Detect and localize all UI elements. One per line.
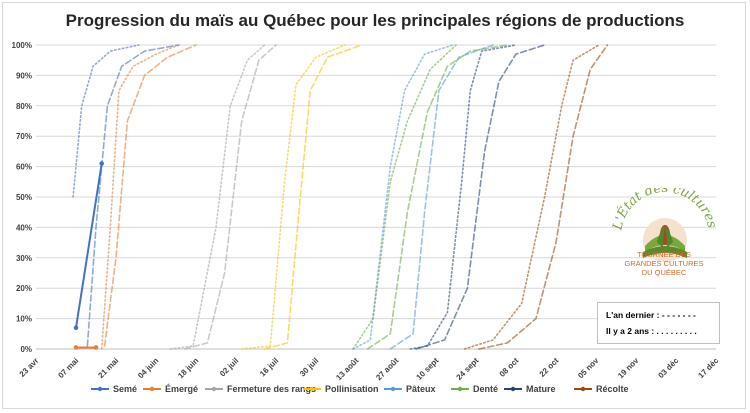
series-line-last_year xyxy=(183,44,277,350)
series-line-current xyxy=(75,162,103,329)
legend-marker xyxy=(580,386,586,392)
x-tick-label: 03 déc xyxy=(656,356,680,380)
line-key-two-years: Il y a 2 ans : . . . . . . . . . xyxy=(606,326,697,336)
series-line-last_year xyxy=(103,44,197,347)
x-tick-label: 16 juil xyxy=(258,356,280,378)
y-tick-label: 100% xyxy=(12,41,32,50)
x-tick-label: 18 juin xyxy=(176,356,200,380)
logo-caption-line: TOURNÉE DES xyxy=(636,250,692,259)
line-key-last-year: L'an dernier : - - - - - - - xyxy=(606,310,696,320)
x-tick-label: 21 mai xyxy=(96,356,120,380)
series-point xyxy=(99,161,105,166)
line-style-key: L'an dernier : - - - - - - - Il y a 2 an… xyxy=(597,302,720,344)
series-line-two_years_ago xyxy=(409,44,517,350)
series-line-two_years_ago xyxy=(352,44,457,350)
legend-label: Pollinisation xyxy=(325,384,379,394)
x-tick-label: 19 nov xyxy=(616,356,641,381)
legend-label: Semé xyxy=(113,384,137,394)
series-line-two_years_ago xyxy=(352,44,454,350)
legend-marker xyxy=(149,386,155,392)
y-tick-label: 20% xyxy=(16,284,32,293)
legend-marker xyxy=(309,386,315,392)
x-tick-label: 07 mai xyxy=(56,356,80,380)
series-point xyxy=(93,345,99,350)
y-tick-label: 50% xyxy=(16,193,32,202)
legend-label: Fermeture des rangs xyxy=(227,384,316,394)
series-line-last_year xyxy=(86,44,180,347)
x-tick-label: 08 oct xyxy=(498,356,521,379)
series-line-last_year xyxy=(263,44,363,350)
series-line-two_years_ago xyxy=(463,44,600,350)
chart-frame xyxy=(2,2,746,409)
x-tick-label: 22 oct xyxy=(538,356,561,379)
x-tick-label: 02 juil xyxy=(218,356,240,378)
chart-title: Progression du maïs au Québec pour les p… xyxy=(65,11,685,30)
x-tick-label: 23 avr xyxy=(18,356,41,379)
y-tick-label: 40% xyxy=(16,223,32,232)
series-point xyxy=(73,345,79,350)
series-line-two_years_ago xyxy=(240,44,346,350)
legend-marker xyxy=(510,386,516,392)
x-tick-label: 13 août xyxy=(334,356,360,382)
legend-label: Récolte xyxy=(596,384,629,394)
series-line-last_year xyxy=(366,44,509,350)
x-tick-label: 27 août xyxy=(374,356,400,382)
logo-caption: TOURNÉE DES GRANDES CULTURES DU QUÉBEC xyxy=(611,250,717,277)
x-tick-label: 17 déc xyxy=(696,356,720,380)
legend-marker xyxy=(457,386,463,392)
y-tick-label: 90% xyxy=(16,71,32,80)
legend-label: Émergé xyxy=(165,384,198,394)
x-tick-label: 04 juin xyxy=(136,356,160,380)
logo-caption-line: DU QUÉBEC xyxy=(641,268,687,277)
legend-marker xyxy=(211,386,217,392)
legend-label: Denté xyxy=(473,384,498,394)
x-tick-label: 10 sept xyxy=(415,356,441,382)
legend-label: Mature xyxy=(526,384,556,394)
logo-caption-line: GRANDES CULTURES xyxy=(624,259,704,268)
series-line-last_year xyxy=(415,44,546,350)
y-tick-label: 70% xyxy=(16,132,32,141)
series-line-two_years_ago xyxy=(72,44,140,198)
x-tick-label: 05 nov xyxy=(576,356,601,381)
y-tick-label: 30% xyxy=(16,254,32,263)
y-tick-label: 10% xyxy=(16,315,32,324)
legend-marker xyxy=(97,386,103,392)
etat-des-cultures-logo: L'État des cultures xyxy=(610,188,719,262)
x-tick-label: 24 sept xyxy=(455,356,481,382)
series-line-two_years_ago xyxy=(169,44,266,350)
series-line-last_year xyxy=(478,44,609,350)
x-tick-label: 30 juil xyxy=(298,356,320,378)
y-tick-label: 80% xyxy=(16,102,32,111)
legend-label: Pâteux xyxy=(406,384,436,394)
series-point xyxy=(73,325,79,331)
series-line-two_years_ago xyxy=(100,44,180,350)
series-line-last_year xyxy=(389,44,494,350)
y-tick-label: 60% xyxy=(16,163,32,172)
y-tick-label: 0% xyxy=(20,345,32,354)
legend-marker xyxy=(390,386,396,392)
